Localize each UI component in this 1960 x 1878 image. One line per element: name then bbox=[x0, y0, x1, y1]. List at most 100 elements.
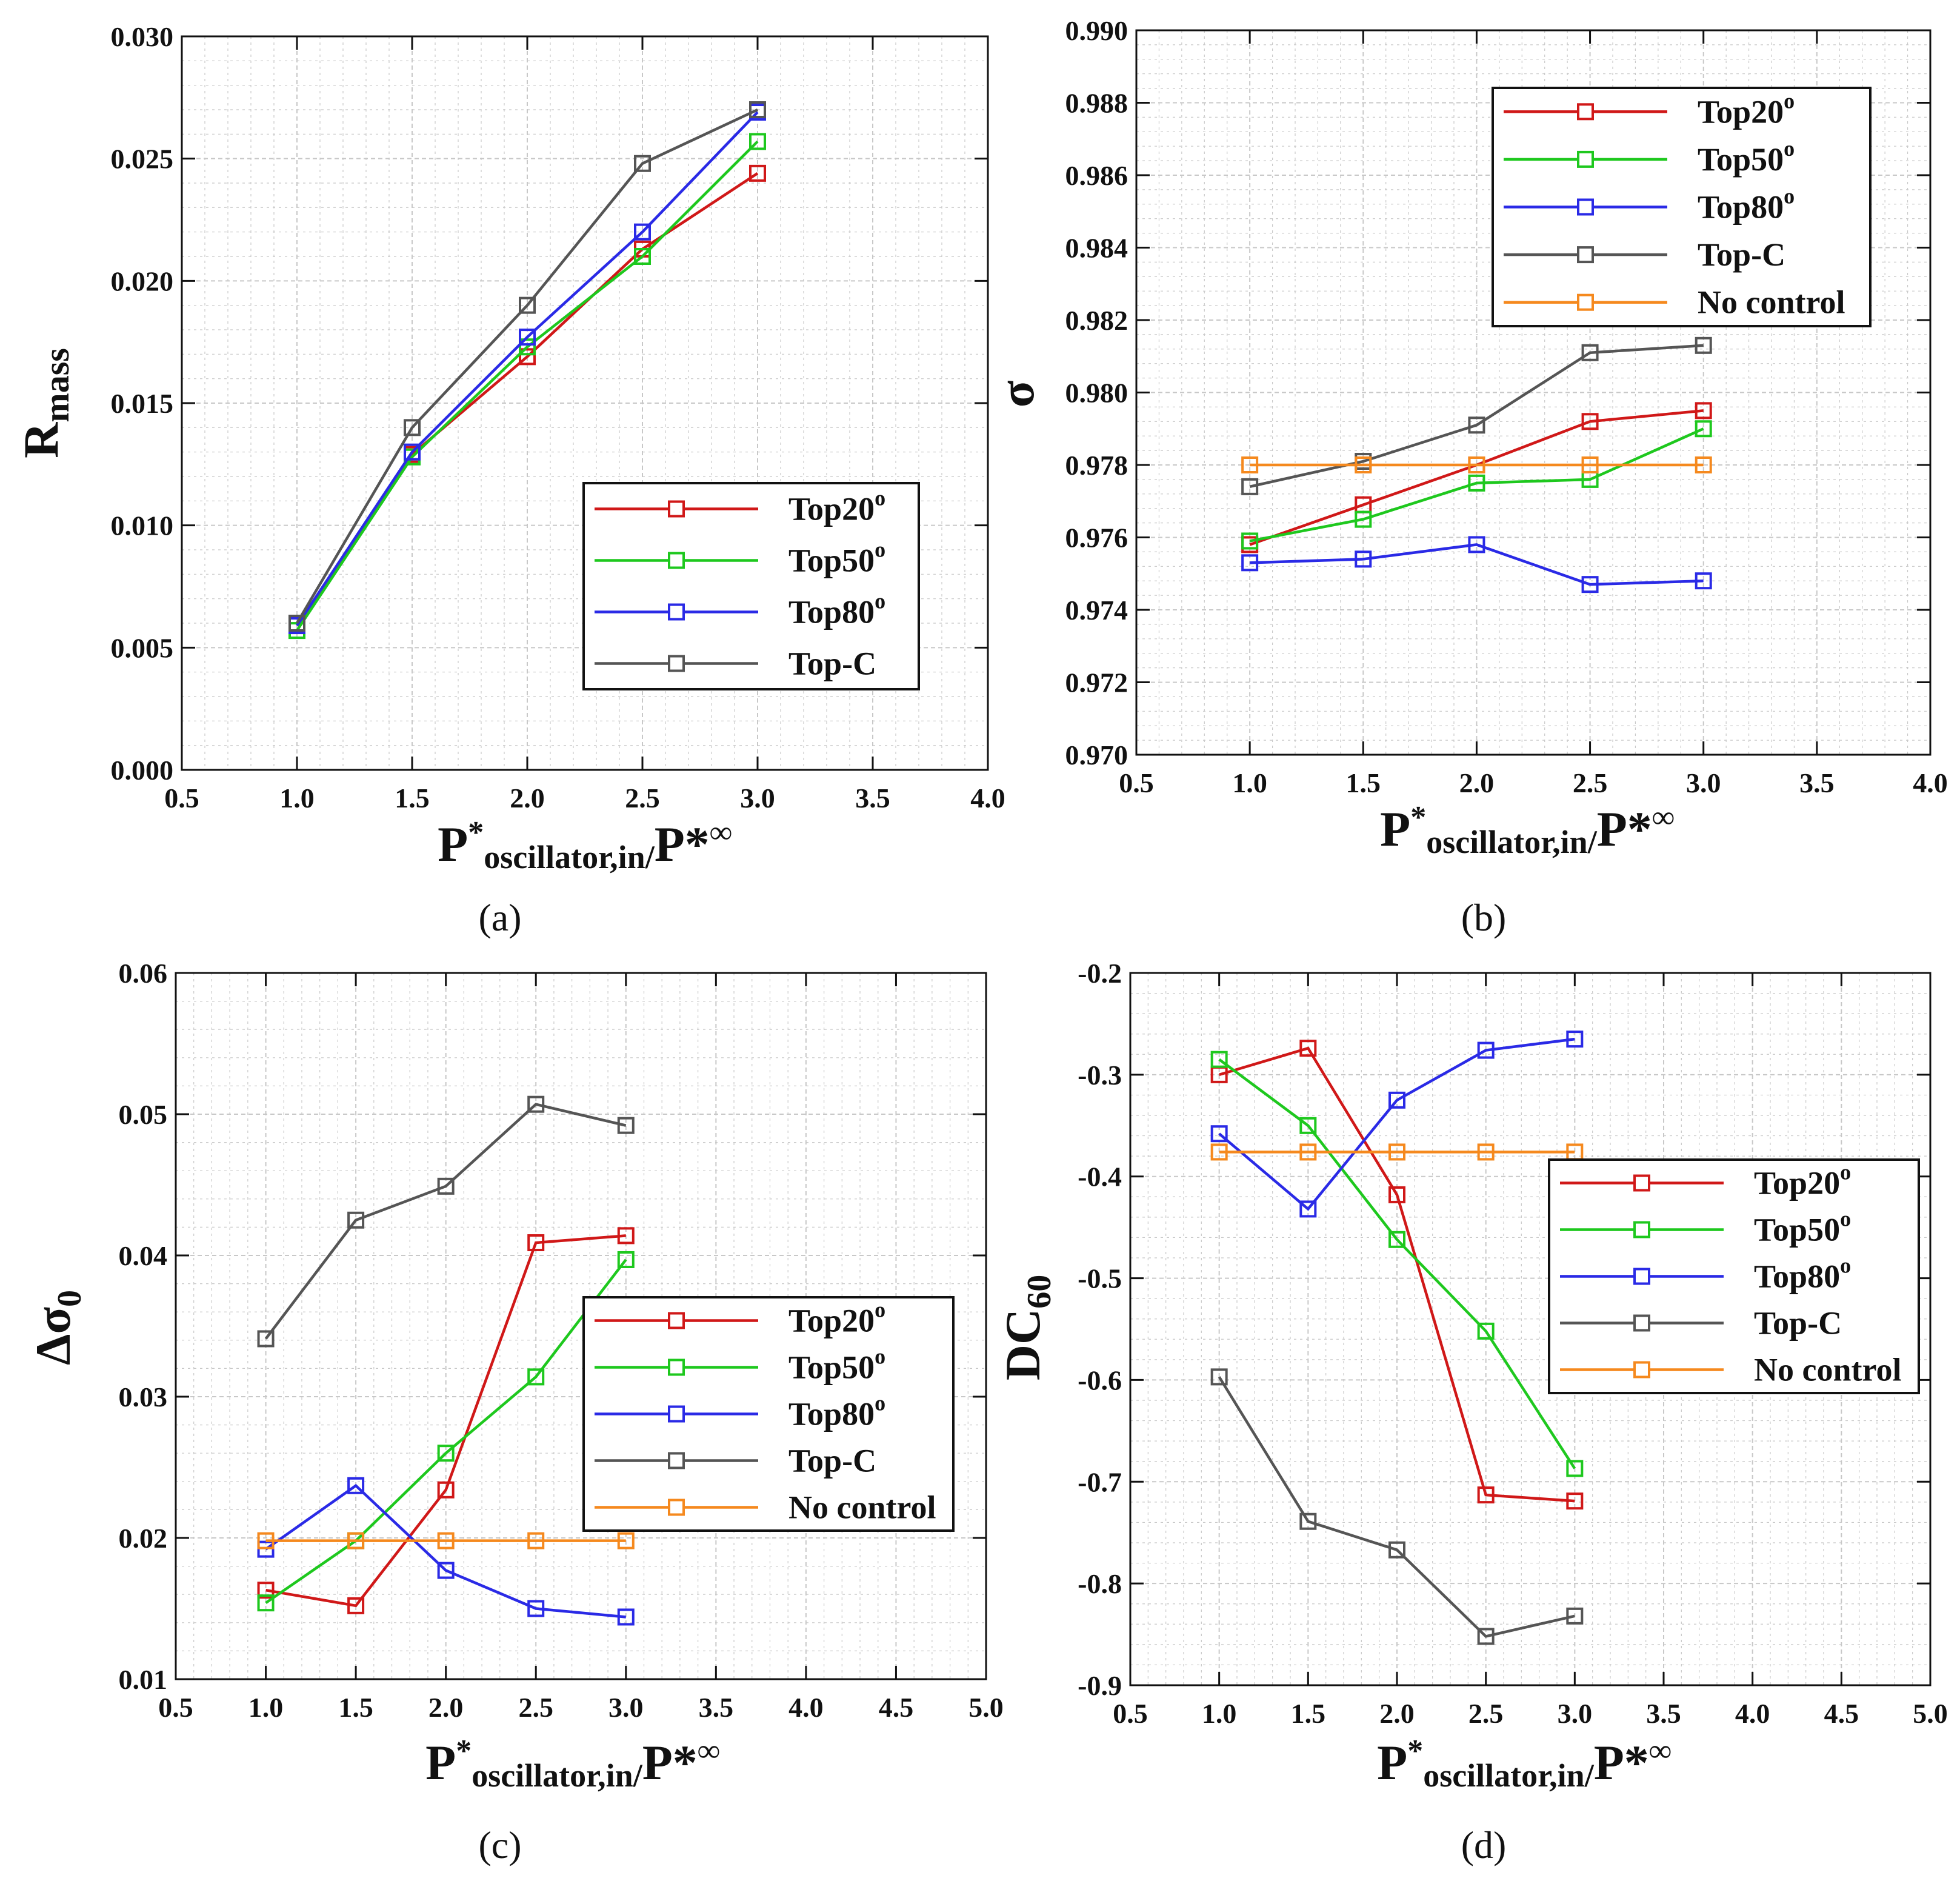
series-line-top50 bbox=[265, 1258, 627, 1605]
caption-c: (c) bbox=[478, 1823, 521, 1866]
legend-item-top20: Top20o bbox=[595, 1298, 885, 1339]
x-tick-label: 2.5 bbox=[1468, 1698, 1504, 1729]
data-point-top80 bbox=[1566, 1031, 1584, 1048]
legend-a: Top20o Top50o Top80o Top-C bbox=[582, 482, 920, 690]
y-tick-label: -0.2 bbox=[1078, 958, 1122, 989]
legend-item-top80: Top80o bbox=[595, 589, 885, 630]
legend-c: Top20o Top50o Top80o Top-C No control bbox=[582, 1296, 955, 1532]
y-axis-title-c: Δσ0 bbox=[25, 1290, 88, 1365]
data-point-top-c bbox=[288, 615, 305, 632]
data-point-top20 bbox=[749, 164, 766, 182]
panel-b: 0.5 1.0 1.5 2.0 2.5 3.0 3.5 4.0 0.970 0.972 0.974 0… bbox=[989, 15, 1948, 939]
data-point-top50 bbox=[617, 1251, 635, 1268]
ticks-a: 0.5 1.0 1.5 2.0 2.5 3.0 3.5 4.0 0.000 0.005 0.010 0… bbox=[111, 21, 1005, 814]
data-point-top80 bbox=[404, 443, 421, 461]
data-point-top80 bbox=[527, 1600, 545, 1617]
legend-swatch-marker bbox=[1577, 246, 1594, 264]
legend-item-top-c: Top-C bbox=[1560, 1305, 1842, 1342]
series-line-top80 bbox=[265, 1483, 626, 1619]
y-tick-label: -0.9 bbox=[1078, 1670, 1122, 1701]
legend-swatch-marker bbox=[668, 1405, 685, 1423]
data-point-no-control bbox=[1355, 456, 1372, 473]
y-axis-title-b: σ bbox=[989, 380, 1044, 407]
x-tick-label: 2.5 bbox=[1573, 767, 1608, 798]
legend-swatch-marker bbox=[668, 552, 685, 569]
y-tick-label: 0.984 bbox=[1065, 233, 1128, 264]
data-point-top20 bbox=[1388, 1186, 1405, 1203]
data-point-no-control bbox=[1581, 456, 1599, 473]
x-tick-label: 4.5 bbox=[879, 1692, 914, 1723]
data-point-top50 bbox=[1566, 1460, 1584, 1477]
data-point-no-control bbox=[1388, 1143, 1405, 1161]
data-point-top20 bbox=[1566, 1492, 1584, 1510]
x-tick-label: 5.0 bbox=[1913, 1698, 1948, 1729]
series-line-top-c bbox=[296, 108, 758, 624]
caption-a: (a) bbox=[478, 896, 521, 939]
legend-item-top80: Top80o bbox=[595, 1391, 885, 1432]
legend-item-top-c: Top-C bbox=[595, 646, 876, 682]
y-tick-label: 0.978 bbox=[1065, 450, 1128, 481]
legend-swatch-marker bbox=[668, 500, 685, 518]
series-line-top50 bbox=[1249, 427, 1704, 543]
legend-item-top20: Top20o bbox=[1560, 1160, 1851, 1201]
series-no-control bbox=[257, 1532, 635, 1549]
y-tick-label: 0.03 bbox=[119, 1382, 168, 1412]
x-tick-label: 3.5 bbox=[1799, 767, 1835, 798]
data-point-top20 bbox=[257, 1582, 275, 1599]
y-tick-label: -0.5 bbox=[1078, 1263, 1122, 1294]
data-point-top50 bbox=[527, 1368, 545, 1386]
y-tick-label: 0.020 bbox=[111, 266, 174, 296]
plot-frame-d bbox=[1129, 972, 1932, 1686]
legend-item-no-control: No control bbox=[1560, 1352, 1901, 1388]
x-tick-label: 2.0 bbox=[1459, 767, 1495, 798]
legend-label: Top50o bbox=[1754, 1207, 1851, 1248]
x-tick-label: 2.0 bbox=[428, 1692, 464, 1723]
y-tick-label: 0.988 bbox=[1065, 88, 1128, 119]
legend-label: Top80o bbox=[1754, 1254, 1851, 1295]
y-tick-label: 0.02 bbox=[119, 1523, 168, 1554]
data-point-top50 bbox=[1299, 1117, 1317, 1134]
data-point-top20 bbox=[437, 1481, 455, 1499]
series-line-top-c bbox=[1249, 344, 1704, 489]
x-tick-label: 3.0 bbox=[1686, 767, 1721, 798]
y-tick-label: 0.970 bbox=[1065, 740, 1128, 770]
data-point-top20 bbox=[1695, 402, 1712, 419]
x-tick-label: 0.5 bbox=[158, 1692, 193, 1723]
series-no-control bbox=[1241, 456, 1712, 473]
series-line-top80 bbox=[1250, 543, 1704, 586]
data-point-no-control bbox=[617, 1532, 635, 1549]
legend-item-top50: Top50o bbox=[595, 1345, 885, 1386]
data-point-top80 bbox=[437, 1562, 455, 1579]
legend-swatch-marker bbox=[668, 1358, 685, 1376]
data-point-top-c bbox=[257, 1330, 275, 1348]
legend-swatch-marker bbox=[1577, 293, 1594, 311]
series-top20 bbox=[257, 1227, 635, 1614]
data-point-top-c bbox=[1477, 1628, 1495, 1645]
x-axis-title-b: P*oscillator,in/P*∞ bbox=[1380, 800, 1675, 860]
data-point-top80 bbox=[1299, 1200, 1317, 1218]
series-top80 bbox=[1241, 536, 1712, 593]
series-group-c bbox=[257, 1095, 635, 1626]
x-tick-label: 1.0 bbox=[279, 783, 315, 814]
data-point-no-control bbox=[1299, 1143, 1317, 1161]
data-point-top20 bbox=[617, 1227, 635, 1245]
y-tick-label: 0.010 bbox=[111, 510, 174, 541]
legend-swatch-marker bbox=[668, 1312, 685, 1329]
y-tick-label: -0.6 bbox=[1078, 1365, 1122, 1395]
legend-label: Top20o bbox=[788, 486, 885, 527]
data-point-top50 bbox=[519, 338, 536, 356]
data-point-top80 bbox=[1477, 1041, 1495, 1059]
data-point-top50 bbox=[1695, 420, 1712, 438]
series-top50 bbox=[1241, 420, 1712, 550]
x-tick-label: 1.5 bbox=[1291, 1698, 1326, 1729]
legend-d: Top20o Top50o Top80o Top-C No control bbox=[1548, 1158, 1920, 1394]
data-point-top-c bbox=[404, 419, 421, 436]
data-point-top80 bbox=[1388, 1091, 1405, 1109]
legend-swatch-marker bbox=[1633, 1221, 1650, 1238]
y-tick-label: 0.986 bbox=[1065, 160, 1128, 191]
series-group-b bbox=[1241, 336, 1712, 593]
y-tick-label: 0.015 bbox=[111, 388, 174, 419]
data-point-no-control bbox=[1695, 456, 1712, 473]
data-point-no-control bbox=[527, 1532, 545, 1549]
series-line-top-c bbox=[1218, 1376, 1575, 1638]
